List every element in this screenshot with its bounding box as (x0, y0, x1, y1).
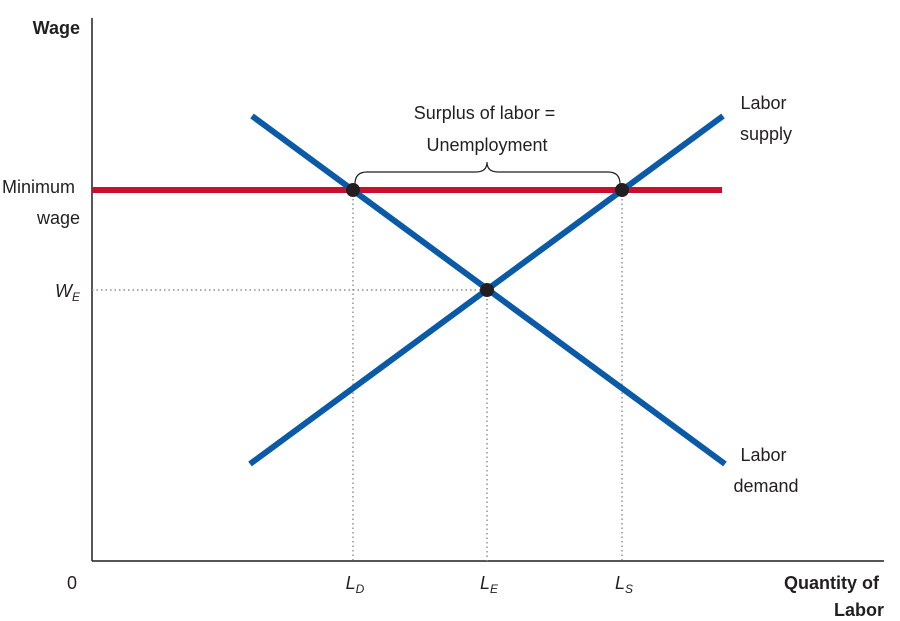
x-tick-ls-main: L (615, 573, 625, 593)
x-axis-title-line-1: Quantity of (784, 573, 880, 593)
y-axis-title: Wage (33, 18, 80, 38)
labor-demand-label-line-2: demand (733, 476, 798, 496)
y-tick-minimum-wage-line-2: wage (36, 208, 80, 228)
surplus-brace (354, 161, 621, 185)
x-tick-ls: LS (615, 573, 633, 596)
point-ld (346, 183, 360, 197)
x-axis-title: Quantity of Labor (784, 573, 884, 620)
x-tick-le: LE (480, 573, 499, 596)
y-tick-we: WE (55, 281, 81, 304)
labor-supply-label: Labor supply (740, 93, 792, 144)
x-tick-ls-sub: S (625, 582, 633, 596)
labor-supply-label-line-2: supply (740, 124, 792, 144)
point-equilibrium (480, 283, 494, 297)
surplus-label: Surplus of labor = Unemployment (414, 103, 561, 155)
labor-demand-label: Labor demand (733, 445, 798, 496)
labor-supply-label-line-1: Labor (740, 93, 786, 113)
x-tick-ld-main: L (346, 573, 356, 593)
x-tick-ld-sub: D (356, 582, 365, 596)
x-axis-title-line-2: Labor (834, 600, 884, 620)
y-tick-we-main: W (55, 281, 74, 301)
x-tick-le-sub: E (490, 582, 499, 596)
y-tick-minimum-wage: Minimum wage (2, 177, 80, 228)
y-tick-we-sub: E (72, 290, 81, 304)
surplus-label-line-2: Unemployment (426, 135, 547, 155)
labor-demand-label-line-1: Labor (740, 445, 786, 465)
y-tick-minimum-wage-line-1: Minimum (2, 177, 75, 197)
x-tick-le-main: L (480, 573, 490, 593)
origin-label: 0 (67, 573, 77, 593)
point-ls (615, 183, 629, 197)
surplus-label-line-1: Surplus of labor = (414, 103, 556, 123)
x-tick-ld: LD (346, 573, 365, 596)
